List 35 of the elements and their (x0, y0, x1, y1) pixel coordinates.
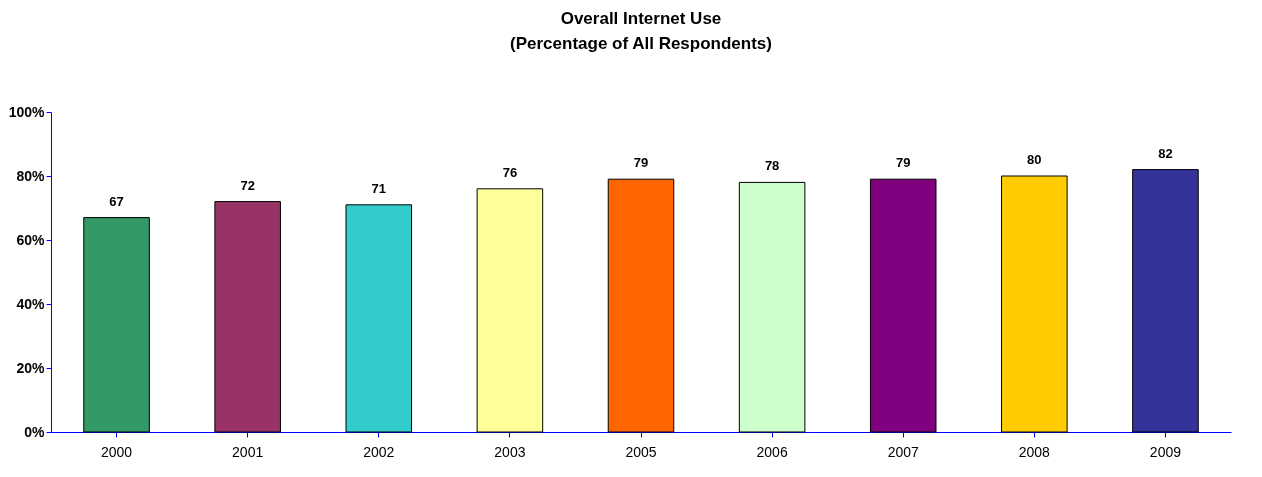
bar (214, 201, 281, 433)
chart-subtitle: (Percentage of All Respondents) (510, 34, 772, 53)
data-label: 72 (240, 177, 255, 193)
data-label: 79 (895, 155, 911, 171)
bar (1001, 175, 1068, 433)
y-tick-label: 20% (16, 359, 46, 376)
data-label: 67 (109, 193, 124, 209)
data-label: 82 (1158, 145, 1173, 161)
y-tick-label: 40% (16, 295, 46, 312)
bar (476, 188, 544, 433)
y-tick-label: 60% (16, 231, 46, 248)
y-tick-label: 100% (8, 103, 46, 120)
x-tick-label: 2003 (494, 443, 526, 460)
data-label: 80 (1027, 152, 1042, 167)
bar (607, 178, 675, 433)
x-tick-label: 2000 (100, 443, 133, 460)
data-label: 78 (764, 158, 780, 174)
bar (1132, 169, 1199, 433)
data-label: 76 (502, 164, 518, 180)
x-tick-label: 2001 (232, 443, 264, 460)
bar (83, 217, 150, 433)
bar (869, 178, 937, 433)
data-label: 79 (633, 155, 649, 171)
x-tick-label: 2006 (756, 443, 788, 460)
data-label: 71 (371, 180, 387, 196)
x-tick-label: 2009 (1149, 443, 1182, 460)
bar (738, 181, 806, 433)
chart-title: Overall Internet Use (560, 9, 722, 28)
x-tick-label: 2005 (625, 443, 657, 460)
x-tick-label: 2008 (1018, 443, 1051, 460)
x-tick-label: 2007 (887, 443, 919, 460)
y-tick-label: 0% (24, 423, 46, 440)
bar (345, 204, 413, 433)
y-tick-label: 80% (16, 167, 46, 184)
x-tick-label: 2002 (363, 443, 395, 460)
